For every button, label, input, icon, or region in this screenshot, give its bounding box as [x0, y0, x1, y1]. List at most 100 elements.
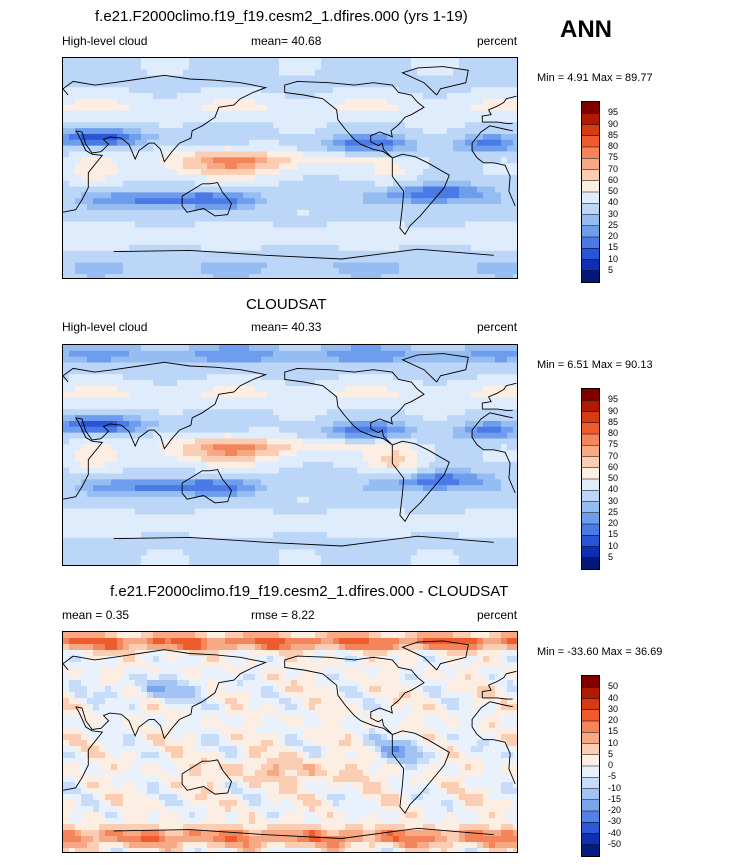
field-cell: [171, 98, 178, 106]
panel1-title: f.e21.F2000climo.f19_f19.cesm2_1.dfires.…: [95, 8, 468, 25]
field-cell: [165, 368, 172, 375]
field-cell: [111, 81, 118, 88]
field-cell: [141, 467, 148, 474]
field-cell: [213, 356, 220, 363]
field-cell: [213, 192, 220, 199]
field-cell: [477, 192, 484, 199]
field-cell: [315, 385, 322, 393]
field-cell: [369, 174, 376, 182]
field-cell: [267, 345, 274, 352]
field-cell: [333, 75, 340, 82]
field-cell: [435, 432, 442, 439]
field-cell: [513, 409, 517, 416]
field-cell: [129, 239, 136, 246]
field-cell: [261, 491, 268, 498]
field-cell: [153, 432, 160, 439]
field-cell: [513, 192, 517, 199]
field-cell: [291, 63, 298, 71]
colorbar-swatch: [582, 270, 599, 282]
field-cell: [423, 268, 430, 275]
field-cell: [513, 415, 517, 422]
field-cell: [453, 374, 460, 381]
field-cell: [405, 104, 412, 111]
field-cell: [291, 444, 298, 451]
field-cell: [171, 456, 178, 463]
field-cell: [321, 397, 328, 404]
field-cell: [111, 244, 118, 252]
field-cell: [435, 362, 442, 369]
field-cell: [255, 244, 262, 252]
field-cell: [189, 479, 196, 486]
field-cell: [357, 93, 364, 100]
field-cell: [339, 485, 346, 492]
field-cell: [321, 192, 328, 199]
field-cell: [321, 385, 328, 393]
field-cell: [315, 397, 322, 404]
field-cell: [165, 75, 172, 82]
field-cell: [105, 221, 112, 228]
field-cell: [405, 374, 412, 381]
field-cell: [279, 204, 286, 211]
field-cell: [255, 403, 262, 410]
field-cell: [429, 139, 436, 147]
field-cell: [393, 93, 400, 100]
field-cell: [75, 81, 82, 88]
field-cell: [339, 268, 346, 275]
field-cell: [429, 221, 436, 228]
field-cell: [345, 274, 352, 278]
field-cell: [303, 350, 310, 358]
field-cell: [81, 374, 88, 381]
field-cell: [387, 356, 394, 363]
field-cell: [147, 397, 154, 404]
field-cell: [93, 350, 100, 358]
field-cell: [423, 380, 430, 387]
field-cell: [111, 204, 118, 211]
field-cell: [417, 239, 424, 246]
field-cell: [297, 110, 304, 117]
field-cell: [273, 438, 280, 445]
field-cell: [87, 198, 94, 205]
field-cell: [177, 221, 184, 228]
field-cell: [165, 145, 172, 152]
field-cell: [123, 345, 130, 352]
field-cell: [309, 69, 316, 76]
field-cell: [495, 157, 502, 164]
field-cell: [333, 385, 340, 393]
field-cell: [207, 75, 214, 82]
field-cell: [333, 415, 340, 422]
field-cell: [129, 456, 136, 463]
field-cell: [273, 450, 280, 457]
field-cell: [333, 244, 340, 252]
field-cell: [447, 274, 454, 278]
field-cell: [249, 69, 256, 76]
field-cell: [153, 473, 160, 480]
field-cell: [123, 268, 130, 275]
field-cell: [411, 157, 418, 164]
field-cell: [363, 139, 370, 147]
field-cell: [147, 415, 154, 422]
field-cell: [453, 81, 460, 88]
field-cell: [141, 450, 148, 457]
field-cell: [279, 473, 286, 480]
field-cell: [141, 209, 148, 217]
field-cell: [81, 268, 88, 275]
field-cell: [105, 250, 112, 258]
field-cell: [81, 444, 88, 451]
field-cell: [477, 456, 484, 463]
field-cell: [447, 75, 454, 82]
field-cell: [333, 262, 340, 269]
field-cell: [81, 350, 88, 358]
field-cell: [255, 397, 262, 404]
field-cell: [111, 151, 118, 158]
field-cell: [363, 409, 370, 416]
field-cell: [153, 385, 160, 393]
field-cell: [183, 174, 190, 182]
field-cell: [387, 262, 394, 269]
field-cell: [351, 239, 358, 246]
field-cell: [483, 209, 490, 217]
field-cell: [441, 81, 448, 88]
field-cell: [141, 250, 148, 258]
field-cell: [327, 63, 334, 71]
field-cell: [375, 496, 382, 504]
field-cell: [285, 450, 292, 457]
